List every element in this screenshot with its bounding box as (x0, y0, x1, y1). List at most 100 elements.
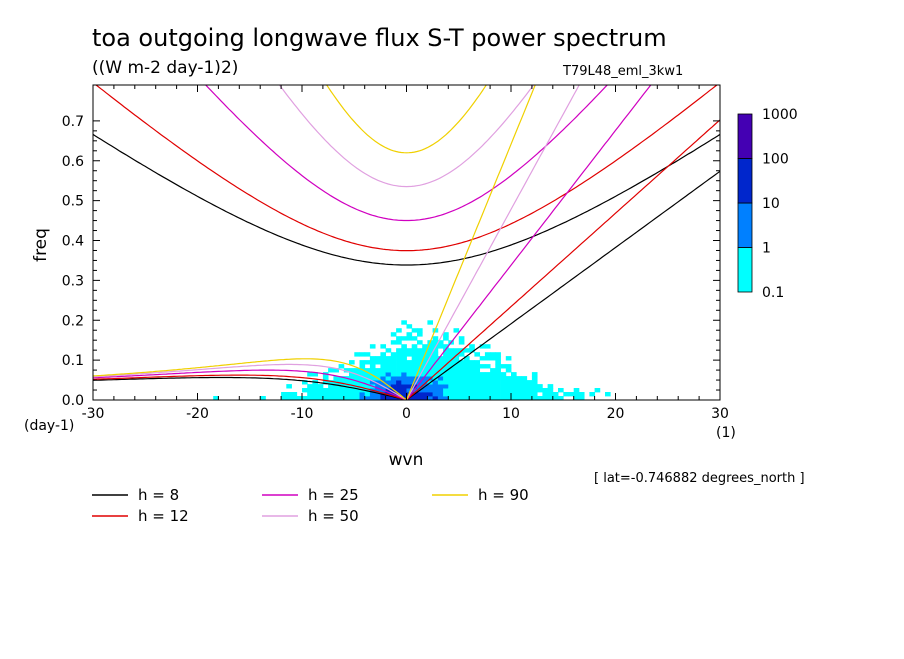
spectrum-cell (322, 388, 329, 393)
spectrum-cell (526, 384, 533, 389)
spectrum-cell (469, 368, 475, 373)
x-tick-label: -10 (291, 406, 314, 422)
spectrum-cell (390, 368, 397, 373)
dispersion-curves (93, 85, 720, 400)
spectrum-cell (500, 376, 507, 381)
spectrum-cell (605, 392, 611, 397)
dispersion-curve-kelvin-h8 (406, 170, 720, 400)
colorbar-label: 10 (762, 196, 780, 212)
dispersion-curve-er-h25 (93, 369, 407, 400)
spectrum-cell (213, 396, 219, 400)
spectrum-cell (573, 388, 580, 393)
spectrum-cell (443, 332, 449, 337)
spectrum-cell (312, 372, 319, 377)
spectrum-cell (364, 396, 371, 400)
spectrum-cell (427, 396, 434, 400)
legend-label: h = 12 (138, 507, 189, 525)
spectrum-cell (453, 396, 460, 400)
spectrum-cell (406, 348, 413, 353)
spectrum-cell (490, 368, 496, 373)
spectrum-cell (417, 384, 423, 389)
spectrum-cell (411, 336, 418, 341)
legend-label: h = 8 (138, 486, 179, 504)
spectrum-cell (406, 324, 413, 329)
spectrum-cell (380, 352, 387, 357)
spectrum-cell (505, 364, 512, 369)
spectrum-cell (500, 364, 507, 369)
spectrum-cell (291, 396, 298, 400)
spectrum-cell (437, 388, 444, 393)
spectrum-cell (349, 360, 355, 365)
spectrum-cell (385, 356, 392, 361)
spectrum-cell (558, 396, 564, 400)
spectrum-cell (547, 392, 554, 397)
spectrum-cell (464, 380, 470, 385)
spectrum-cell (364, 392, 371, 397)
spectrum-cell (490, 372, 496, 377)
spectrum-cell (495, 364, 501, 369)
colorbar-swatch (737, 158, 753, 204)
spectrum-cell (594, 388, 601, 393)
spectrum-cell (364, 372, 371, 377)
spectrum-cell (458, 376, 465, 381)
spectrum-cell (406, 364, 413, 369)
spectrum-cell (537, 388, 543, 393)
spectrum-cell (495, 356, 501, 361)
spectrum-cell (505, 384, 512, 389)
spectrum-cell (417, 332, 423, 337)
spectrum-cell (490, 396, 496, 400)
spectrum-cell (375, 388, 381, 393)
spectrum-cell (469, 376, 475, 381)
spectrum-cell (484, 384, 491, 389)
spectrum-cell (396, 388, 402, 393)
spectrum-cell (479, 376, 486, 381)
spectrum-cell (490, 388, 496, 393)
spectrum-cell (328, 384, 334, 389)
spectrum-cell (359, 392, 366, 397)
spectrum-cell (448, 364, 454, 369)
spectrum-cell (396, 348, 402, 353)
spectrum-cell (500, 384, 507, 389)
spectrum-cell (437, 376, 444, 381)
spectrum-cell (417, 356, 423, 361)
spectrum-cell (458, 360, 465, 365)
spectrum-cell (432, 384, 439, 389)
spectrum-cell (526, 388, 533, 393)
spectrum-cell (380, 368, 387, 373)
spectrum-cell (359, 384, 366, 389)
spectrum-cell (260, 396, 266, 400)
spectrum-cell (521, 396, 528, 400)
spectrum-cell (578, 392, 585, 397)
dispersion-curve-ig-h25 (204, 85, 609, 222)
spectrum-cell (417, 352, 423, 357)
spectrum-cell (422, 356, 428, 361)
spectrum-cell (322, 380, 329, 385)
spectrum-cell (422, 392, 428, 397)
spectrum-cell (427, 356, 434, 361)
spectrum-cell (443, 388, 449, 393)
spectrum-cell (464, 376, 470, 381)
spectrum-cell (469, 364, 475, 369)
spectrum-cell (417, 372, 423, 377)
spectrum-cell (396, 356, 402, 361)
spectrum-field (213, 320, 611, 400)
y-tick-label: 0.3 (62, 273, 84, 289)
spectrum-cell (437, 356, 444, 361)
spectrum-cell (484, 396, 491, 400)
spectrum-cell (354, 376, 360, 381)
spectrum-cell (401, 392, 407, 397)
spectrum-cell (411, 344, 418, 349)
spectrum-cell (443, 344, 449, 349)
spectrum-cell (411, 368, 418, 373)
spectrum-cell (437, 396, 444, 400)
spectrum-cell (390, 364, 397, 369)
spectrum-cell (333, 392, 340, 397)
spectrum-cell (526, 392, 533, 397)
spectrum-cell (490, 392, 496, 397)
spectrum-cell (343, 380, 350, 385)
spectrum-cell (484, 352, 491, 357)
dispersion-curve-er-h90 (93, 358, 407, 400)
spectrum-cell (380, 376, 387, 381)
spectrum-cell (401, 388, 407, 393)
legend-label: h = 90 (478, 486, 529, 504)
